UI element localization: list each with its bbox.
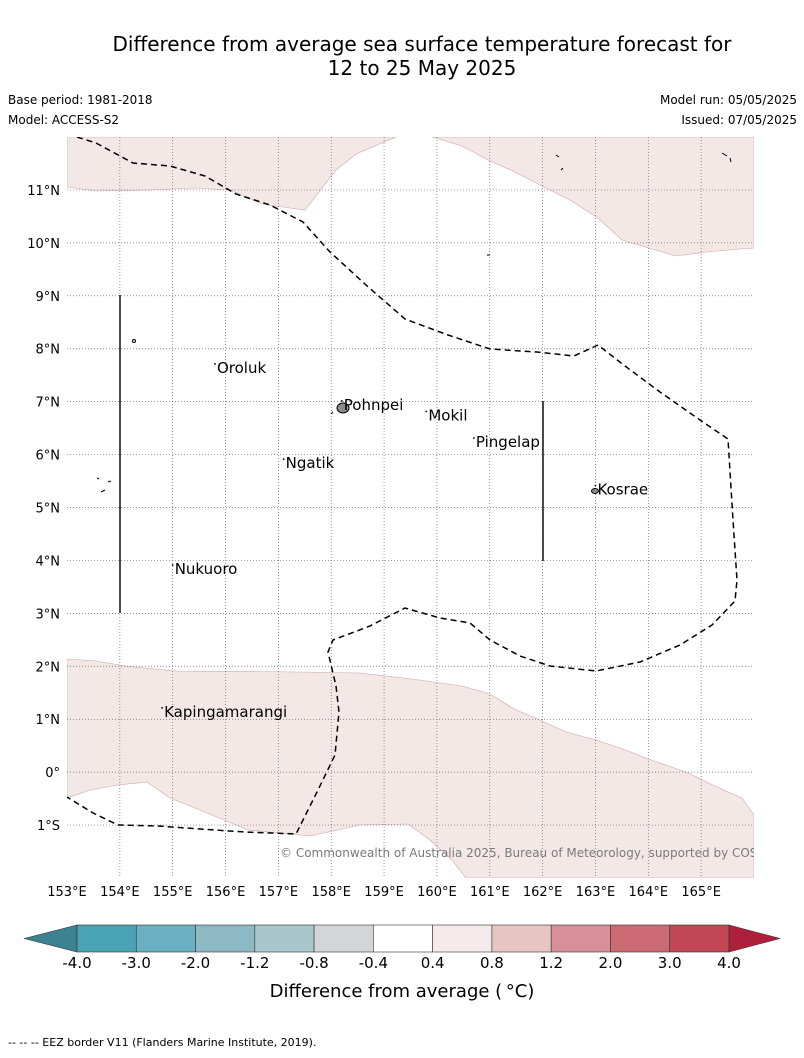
longitude-label: 157°E [259, 885, 299, 900]
latitude-label: 1°N [36, 713, 61, 728]
pohnpei-island [336, 402, 350, 414]
colorbar-title: Difference from average ( °C) [270, 981, 535, 1002]
colorbar-bin [491, 924, 552, 953]
place-marker [594, 484, 597, 487]
colorbar-tick-label: 0.8 [480, 954, 504, 972]
atoll-marker [132, 339, 136, 343]
latitude-label: 7°N [36, 396, 61, 411]
latitude-label: 9°N [36, 290, 61, 305]
issued-date: Issued: 07/05/2025 [681, 113, 797, 127]
map-title: Difference from average sea surface temp… [40, 32, 804, 80]
colorbar-bin [373, 924, 433, 953]
anomaly-region-north-west [67, 137, 397, 211]
title-line-1: Difference from average sea surface temp… [112, 32, 732, 56]
colorbar-tick-label: -1.2 [240, 954, 269, 972]
colorbar: -4.0 -3.0 -2.0 -1.2 -0.8 -0.4 0.4 0.8 1.2 2.0 3.0 4… [23, 924, 782, 972]
place-label: Kosrae [597, 481, 648, 499]
place-label: Kapingamarangi [164, 703, 287, 721]
colorbar-min-extension [23, 924, 78, 953]
place-label: Oroluk [217, 359, 266, 377]
anomaly-region-north-east [431, 137, 754, 257]
eez-legend-footer: -- -- -- EEZ border V11 (Flanders Marine… [8, 1036, 317, 1049]
colorbar-bin [76, 924, 137, 953]
place-label: Ngatik [286, 454, 335, 472]
latitude-labels: 11°N 10°N 9°N 8°N 7°N 6°N 5°N 4°N 3°N 2°N 1°N 0° 1°S [27, 184, 60, 834]
longitude-label: 156°E [206, 885, 246, 900]
place-marker [282, 458, 285, 461]
latitude-label: 0° [45, 766, 60, 781]
colorbar-tick-label: -3.0 [122, 954, 151, 972]
latitude-label: 6°N [36, 449, 61, 464]
place-marker [214, 362, 216, 365]
longitude-label: 163°E [576, 885, 616, 900]
place-marker [425, 410, 428, 413]
forecast-map: © Commonwealth of Australia 2025, Bureau… [23, 137, 785, 1002]
model-name: Model: ACCESS-S2 [8, 113, 120, 127]
longitude-label: 158°E [311, 885, 351, 900]
eez-border [67, 137, 738, 835]
copyright-notice: © Commonwealth of Australia 2025, Bureau… [280, 846, 785, 860]
colorbar-bin [432, 924, 493, 953]
longitude-label: 155°E [153, 885, 193, 900]
colorbar-bin [195, 924, 256, 953]
latitude-label: 8°N [36, 343, 61, 358]
place-marker [340, 400, 343, 402]
place-marker [171, 564, 174, 566]
colorbar-tick-label: 0.4 [421, 954, 445, 972]
model-run: Model run: 05/05/2025 [659, 93, 797, 107]
colorbar-max-extension [728, 924, 782, 953]
place-marker [161, 707, 164, 709]
latitude-label: 10°N [27, 237, 60, 252]
longitude-label: 164°E [629, 885, 669, 900]
place-marker [473, 437, 475, 439]
longitude-label: 159°E [364, 885, 404, 900]
colorbar-bin [610, 924, 671, 953]
colorbar-tick-label: 2.0 [599, 954, 623, 972]
colorbar-tick-label: -4.0 [62, 954, 91, 972]
small-islets [96, 152, 732, 493]
latitude-label: 4°N [36, 554, 61, 569]
colorbar-tick-label: -0.8 [299, 954, 328, 972]
place-labels: Oroluk Pohnpei Mokil Pingelap Ngatik Kosrae Nu… [161, 359, 648, 721]
longitude-label: 162°E [523, 885, 563, 900]
longitude-label: 154°E [100, 885, 140, 900]
colorbar-tick-label: -0.4 [359, 954, 388, 972]
colorbar-bin [313, 924, 374, 953]
latitude-label: 5°N [36, 502, 61, 517]
place-label: Nukuoro [175, 560, 238, 578]
longitude-labels: 153°E 154°E 155°E 156°E 157°E 158°E 159°E 160°E… [47, 885, 721, 900]
graticule [67, 137, 754, 878]
longitude-label: 161°E [470, 885, 510, 900]
place-label: Pingelap [476, 433, 540, 451]
colorbar-bin [669, 924, 730, 953]
longitude-label: 160°E [417, 885, 457, 900]
colorbar-tick-label: 4.0 [717, 954, 741, 972]
colorbar-bin [254, 924, 315, 953]
latitude-label: 2°N [36, 660, 61, 675]
colorbar-tick-label: -2.0 [181, 954, 210, 972]
colorbar-tick-label: 1.2 [539, 954, 563, 972]
title-line-2: 12 to 25 May 2025 [327, 56, 517, 80]
place-label: Mokil [428, 407, 467, 425]
longitude-label: 153°E [47, 885, 87, 900]
latitude-label: 11°N [27, 184, 60, 199]
colorbar-bin [135, 924, 196, 953]
longitude-label: 165°E [681, 885, 721, 900]
colorbar-tick-label: 3.0 [658, 954, 682, 972]
latitude-label: 1°S [37, 819, 60, 834]
colorbar-bin [550, 924, 611, 953]
latitude-label: 3°N [36, 607, 61, 622]
kosrae-island [591, 488, 599, 494]
anomaly-region-south [67, 658, 754, 878]
place-label: Pohnpei [344, 396, 404, 414]
base-period: Base period: 1981-2018 [8, 93, 153, 107]
